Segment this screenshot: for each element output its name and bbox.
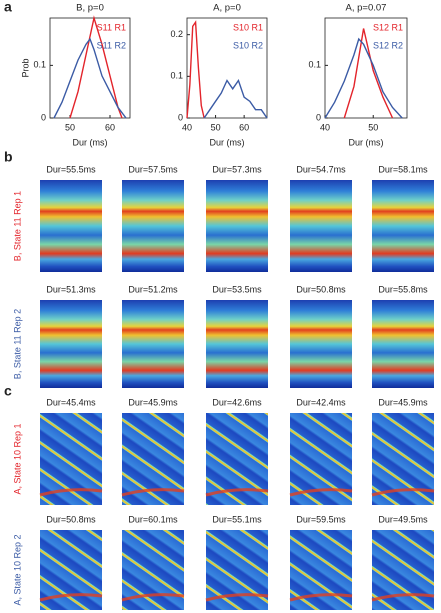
x-axis-label: Dur (ms) (210, 137, 245, 147)
data-line (203, 78, 268, 119)
duration-label: Dur=45.4ms (46, 397, 96, 407)
spectrogram (290, 180, 352, 272)
data-line (186, 20, 205, 119)
spectrogram (40, 300, 102, 388)
spectrogram-band (121, 488, 185, 497)
spectrogram (122, 300, 184, 388)
spectrogram-band (371, 488, 435, 497)
data-line (69, 15, 123, 119)
y-tick-label: 0 (178, 112, 183, 122)
x-tick-label: 40 (320, 122, 330, 132)
y-tick-label: 0 (316, 112, 321, 122)
y-tick-label: 0.1 (308, 60, 321, 70)
spectrogram-band (205, 488, 269, 497)
x-axis-label: Dur (ms) (73, 137, 108, 147)
duration-label: Dur=53.5ms (212, 284, 262, 294)
spectrogram (290, 300, 352, 388)
data-line (343, 28, 394, 119)
spectrogram-band (39, 593, 103, 602)
data-line (324, 37, 403, 119)
x-tick-label: 50 (211, 122, 221, 132)
y-axis-label: Prob (20, 58, 30, 77)
spectrogram (206, 180, 268, 272)
spectrogram (372, 180, 434, 272)
duration-label: Dur=45.9ms (378, 397, 428, 407)
legend-entry: S10 R1 (233, 22, 263, 32)
plot-frame (324, 17, 408, 119)
spectrogram-band (121, 593, 185, 602)
duration-label: Dur=59.5ms (296, 514, 346, 524)
spectrogram-band (289, 593, 353, 602)
legend-entry: S12 R1 (373, 22, 403, 32)
spectrogram-band (289, 488, 353, 497)
spectrogram-band (39, 488, 103, 497)
duration-label: Dur=55.1ms (212, 514, 262, 524)
x-tick-label: 50 (368, 122, 378, 132)
spectrogram (122, 180, 184, 272)
data-line (53, 37, 127, 119)
duration-label: Dur=57.5ms (128, 164, 178, 174)
plot-frame (49, 17, 131, 119)
duration-label: Dur=49.5ms (378, 514, 428, 524)
legend-entry: S11 R2 (97, 40, 126, 50)
duration-label: Dur=55.5ms (46, 164, 96, 174)
duration-label: Dur=51.2ms (128, 284, 178, 294)
chart-title: A, p=0 (213, 3, 241, 14)
y-tick-label: 0.1 (33, 60, 46, 70)
legend-entry: S11 R1 (97, 22, 126, 32)
row-label: A, State 10 Rep 2 (12, 534, 22, 605)
panel-label: c (4, 383, 12, 399)
y-tick-label: 0.2 (170, 29, 183, 39)
plot-frame (186, 17, 268, 119)
x-tick-label: 50 (65, 122, 75, 132)
duration-label: Dur=51.3ms (46, 284, 96, 294)
spectrogram-band (205, 593, 269, 602)
row-label: B, State 11 Rep 2 (12, 309, 22, 379)
panel-label: a (4, 0, 12, 15)
chart-title: A, p=0.07 (346, 3, 387, 14)
spectrogram (206, 300, 268, 388)
x-tick-label: 60 (105, 122, 115, 132)
x-tick-label: 60 (239, 122, 249, 132)
legend-entry: S12 R2 (373, 40, 403, 50)
y-tick-label: 0 (41, 112, 46, 122)
duration-label: Dur=57.3ms (212, 164, 262, 174)
duration-label: Dur=60.1ms (128, 514, 178, 524)
row-label: A, State 10 Rep 1 (12, 423, 22, 494)
y-tick-label: 0.1 (170, 71, 183, 81)
legend-entry: S10 R2 (233, 40, 263, 50)
spectrogram (40, 180, 102, 272)
duration-label: Dur=42.6ms (212, 397, 262, 407)
spectrogram (372, 300, 434, 388)
duration-label: Dur=55.8ms (378, 284, 428, 294)
duration-label: Dur=42.4ms (296, 397, 346, 407)
spectrogram-band (371, 593, 435, 602)
x-tick-label: 40 (182, 122, 192, 132)
duration-label: Dur=50.8ms (46, 514, 96, 524)
duration-label: Dur=54.7ms (296, 164, 346, 174)
duration-label: Dur=58.1ms (378, 164, 428, 174)
row-label: B, State 11 Rep 1 (12, 191, 22, 261)
x-axis-label: Dur (ms) (349, 137, 384, 147)
duration-label: Dur=50.8ms (296, 284, 346, 294)
chart-title: B, p=0 (76, 3, 104, 14)
duration-label: Dur=45.9ms (128, 397, 178, 407)
panel-label: b (4, 149, 13, 165)
